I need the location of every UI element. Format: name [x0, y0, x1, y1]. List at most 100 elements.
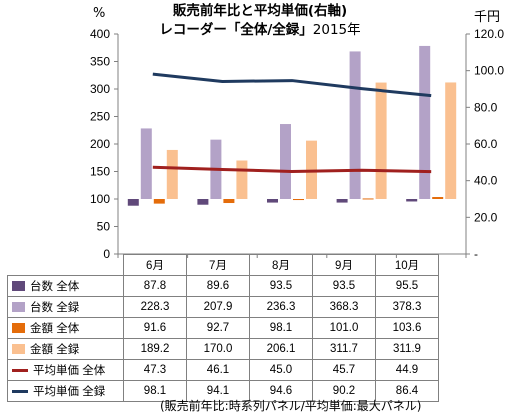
chart-title-product: レコーダー「全体/全録」	[159, 22, 313, 38]
right-axis-unit: 千円	[474, 10, 501, 25]
data-cell: 103.6	[375, 317, 439, 339]
series-label: 台数 全体	[7, 275, 124, 297]
source-note: (販売前年比:時系列パネル/平均単価:最大パネル)	[160, 399, 422, 413]
right-tick-label: 100.0	[474, 64, 504, 78]
left-tick-label: 250	[90, 110, 110, 124]
bar-1	[267, 199, 278, 203]
bar-3	[223, 199, 235, 204]
left-axis-unit: %	[93, 6, 106, 21]
bar-2	[349, 51, 361, 200]
data-cell: 46.1	[186, 359, 250, 381]
category-label: 6月	[123, 254, 187, 276]
data-cell: 92.7	[186, 317, 250, 339]
category-label: 9月	[312, 254, 376, 276]
legend-swatch	[12, 389, 28, 393]
bar-3	[432, 197, 444, 199]
left-tick-label: 100	[90, 192, 110, 206]
data-cell: 44.9	[375, 359, 439, 381]
data-cell: 94.1	[186, 380, 250, 402]
legend-swatch	[12, 368, 28, 372]
data-cell: 368.3	[312, 296, 376, 318]
line-series-1	[152, 165, 432, 174]
bar-1	[127, 199, 139, 206]
chart-title: 販売前年比と平均単価(右軸) レコーダー「全体/全録」2015年	[0, 2, 520, 40]
left-tick-label: 350	[90, 55, 110, 69]
left-tick-label: 150	[90, 165, 110, 179]
data-cell: 93.5	[249, 275, 313, 297]
data-cell: 93.5	[312, 275, 376, 297]
data-cell: 87.8	[123, 275, 187, 297]
data-table-header: 6月 7月 8月 9月 10月	[7, 254, 439, 276]
data-cell: 311.7	[312, 338, 376, 360]
data-table-row: 金額 全録 189.2 170.0 206.1 311.7 311.9	[7, 338, 439, 360]
data-table-row: 平均単価 全体 47.3 46.1 45.0 45.7 44.9	[7, 359, 439, 381]
right-tick-label: 20.0	[474, 210, 498, 224]
series-name: 台数 全録	[30, 302, 80, 314]
left-tick-label: 50	[97, 220, 111, 234]
data-cell: 189.2	[123, 338, 187, 360]
data-table: 6月 7月 8月 9月 10月 台数 全体 87.8 89.6 93.5 93.5 95.5 台数 全…	[7, 254, 439, 402]
category-label: 10月	[375, 254, 439, 276]
data-cell: 236.3	[249, 296, 313, 318]
data-cell: 90.2	[312, 380, 376, 402]
data-cell: 207.9	[186, 296, 250, 318]
chart-title-year: 2015年	[312, 22, 361, 38]
data-cell: 95.5	[375, 275, 439, 297]
data-cell: 94.6	[249, 380, 313, 402]
series-label: 平均単価 全録	[7, 380, 124, 402]
bar-1	[197, 199, 209, 205]
left-tick-label: 200	[90, 137, 110, 151]
bar-4	[445, 82, 457, 199]
data-cell: 228.3	[123, 296, 187, 318]
data-cell: 98.1	[123, 380, 187, 402]
data-table-corner	[7, 254, 124, 276]
left-tick-label: 300	[90, 82, 110, 96]
bar-1	[406, 199, 418, 202]
right-tick-label: 80.0	[474, 100, 498, 114]
data-cell: 45.0	[249, 359, 313, 381]
bar-3	[153, 199, 165, 204]
series-label: 金額 全体	[7, 317, 124, 339]
series-name: 平均単価 全体	[33, 365, 106, 377]
category-label: 8月	[249, 254, 313, 276]
bar-2	[280, 124, 291, 199]
data-cell: 89.6	[186, 275, 250, 297]
data-cell: 47.3	[123, 359, 187, 381]
bar-2	[419, 45, 431, 200]
series-name: 台数 全体	[30, 281, 80, 293]
data-table-row: 平均単価 全録 98.1 94.1 94.6 90.2 86.4	[7, 380, 439, 402]
bar-2	[140, 128, 152, 199]
left-tick-label: 0	[103, 247, 110, 260]
series-label: 金額 全録	[7, 338, 124, 360]
chart-plot: 0 50 100 150 200 250 300 350 400 - 20.0 40.0 60.0 80.…	[90, 27, 504, 260]
data-cell: 378.3	[375, 296, 439, 318]
legend-swatch	[12, 344, 25, 354]
right-tick-label: 40.0	[474, 174, 498, 188]
data-cell: 170.0	[186, 338, 250, 360]
right-tick-label: -	[474, 247, 478, 260]
series-label: 平均単価 全体	[7, 359, 124, 381]
bar-1	[336, 199, 348, 203]
data-cell: 98.1	[249, 317, 313, 339]
line-series-2	[152, 72, 432, 98]
series-name: 平均単価 全録	[33, 386, 106, 398]
data-cell: 91.6	[123, 317, 187, 339]
right-tick-label: 120.0	[474, 27, 504, 41]
data-cell: 86.4	[375, 380, 439, 402]
data-cell: 101.0	[312, 317, 376, 339]
data-cell: 45.7	[312, 359, 376, 381]
left-tick-label: 400	[90, 27, 110, 41]
series-name: 金額 全録	[30, 344, 80, 356]
bar-4	[166, 149, 178, 199]
legend-swatch	[12, 281, 25, 291]
bar-4	[375, 82, 387, 199]
bar-3	[293, 199, 304, 201]
data-table-row: 金額 全体 91.6 92.7 98.1 101.0 103.6	[7, 317, 439, 339]
bar-3	[362, 198, 374, 200]
bar-4	[236, 160, 248, 199]
chart-title-line1: 販売前年比と平均単価(右軸)	[172, 3, 348, 19]
data-cell: 206.1	[249, 338, 313, 360]
data-table-row: 台数 全体 87.8 89.6 93.5 93.5 95.5	[7, 275, 439, 297]
category-label: 7月	[186, 254, 250, 276]
data-table-row: 台数 全録 228.3 207.9 236.3 368.3 378.3	[7, 296, 439, 318]
